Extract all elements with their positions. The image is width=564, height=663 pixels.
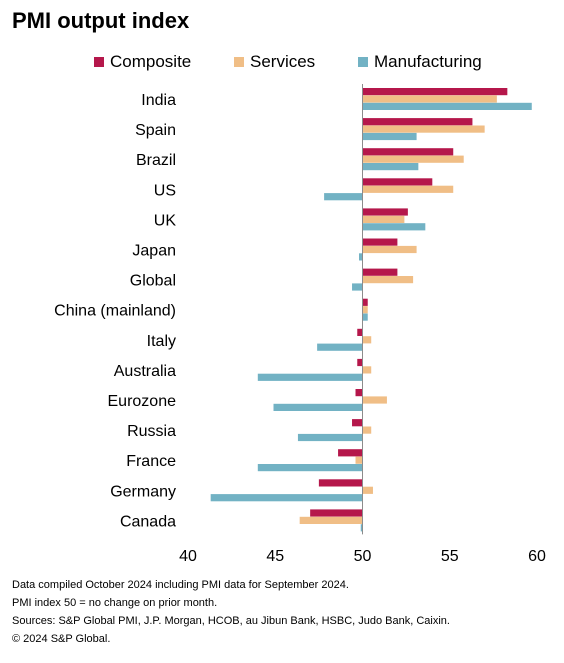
legend-label-composite: Composite: [110, 52, 192, 71]
category-label-spain: Spain: [135, 122, 176, 139]
legend: Composite Services Manufacturing: [0, 52, 564, 72]
legend-label-manufacturing: Manufacturing: [374, 52, 482, 71]
bar-services-germany: [362, 486, 373, 494]
x-tick-label-40: 40: [179, 548, 197, 565]
category-label-global: Global: [130, 273, 176, 290]
category-label-uk: UK: [154, 212, 177, 229]
bar-composite-eurozone: [355, 389, 363, 397]
bar-services-brazil: [362, 155, 464, 163]
bar-composite-canada: [310, 509, 363, 517]
category-label-canada: Canada: [120, 513, 176, 530]
x-tick-label-55: 55: [441, 548, 459, 565]
bar-services-russia: [362, 426, 372, 434]
category-label-italy: Italy: [147, 333, 176, 350]
bar-manufacturing-canada: [360, 524, 363, 532]
bar-composite-brazil: [362, 148, 454, 156]
bar-composite-us: [362, 178, 433, 186]
bar-manufacturing-spain: [362, 132, 417, 141]
bar-manufacturing-france: [257, 464, 363, 472]
bar-manufacturing-germany: [210, 494, 363, 502]
bar-manufacturing-italy: [317, 343, 363, 351]
bar-services-china-mainland: [362, 306, 368, 314]
category-label-russia: Russia: [127, 423, 176, 440]
category-label-brazil: Brazil: [136, 152, 176, 169]
x-tick-label-50: 50: [354, 548, 372, 565]
legend-item-services: Services: [234, 52, 315, 72]
bar-composite-italy: [357, 328, 363, 336]
category-label-eurozone: Eurozone: [108, 393, 177, 410]
note-pmi-definition: PMI index 50 = no change on prior month.: [12, 597, 218, 609]
legend-item-composite: Composite: [94, 52, 191, 72]
bar-composite-australia: [357, 358, 363, 367]
bar-manufacturing-australia: [257, 373, 363, 381]
category-label-japan: Japan: [132, 243, 176, 260]
bar-manufacturing-global: [352, 283, 363, 291]
bar-services-italy: [362, 336, 372, 344]
bar-composite-china-mainland: [362, 298, 368, 306]
bar-chart: India Spain Brazil US UK Japan Global China (ma…: [54, 84, 546, 565]
bar-services-japan: [362, 245, 417, 254]
legend-swatch-services: [234, 57, 244, 67]
chart-title: PMI output index: [12, 8, 190, 33]
bar-manufacturing-russia: [297, 433, 363, 442]
note-copyright: © 2024 S&P Global.: [12, 633, 111, 645]
bar-composite-global: [362, 268, 398, 276]
bar-manufacturing-japan: [359, 253, 363, 261]
note-sources: Sources: S&P Global PMI, J.P. Morgan, HC…: [12, 615, 450, 627]
bar-manufacturing-brazil: [362, 163, 419, 171]
bar-services-global: [362, 276, 414, 284]
bar-services-us: [362, 185, 454, 193]
x-tick-label-60: 60: [528, 548, 546, 565]
bar-services-france: [355, 456, 363, 464]
category-label-france: France: [126, 453, 176, 470]
legend-item-manufacturing: Manufacturing: [358, 52, 482, 72]
bar-manufacturing-eurozone: [273, 403, 363, 411]
category-label-australia: Australia: [114, 363, 176, 380]
bar-services-eurozone: [362, 396, 387, 404]
x-tick-label-45: 45: [266, 548, 284, 565]
bar-composite-france: [338, 449, 363, 457]
bar-manufacturing-india: [362, 102, 532, 110]
bar-manufacturing-us: [324, 193, 363, 201]
footnotes: Data compiled October 2024 including PMI…: [12, 576, 450, 648]
bar-composite-uk: [362, 208, 408, 216]
legend-label-services: Services: [250, 52, 316, 71]
bar-composite-germany: [318, 479, 363, 487]
bar-services-india: [362, 95, 497, 103]
category-label-germany: Germany: [110, 483, 176, 500]
legend-swatch-composite: [94, 57, 104, 67]
bar-services-australia: [362, 366, 372, 374]
bar-composite-spain: [362, 118, 473, 126]
bar-services-spain: [362, 125, 485, 133]
bar-composite-japan: [362, 238, 398, 246]
bar-composite-russia: [352, 419, 363, 427]
bar-manufacturing-uk: [362, 223, 426, 231]
bar-services-uk: [362, 215, 405, 223]
bar-composite-india: [362, 88, 508, 96]
bar-services-canada: [299, 516, 363, 524]
category-label-india: India: [141, 92, 176, 109]
bar-manufacturing-china-mainland: [362, 313, 368, 321]
category-label-china-mainland: China (mainland): [54, 303, 176, 320]
note-data-compiled: Data compiled October 2024 including PMI…: [12, 579, 349, 591]
legend-swatch-manufacturing: [358, 57, 368, 67]
category-label-us: US: [154, 182, 176, 199]
